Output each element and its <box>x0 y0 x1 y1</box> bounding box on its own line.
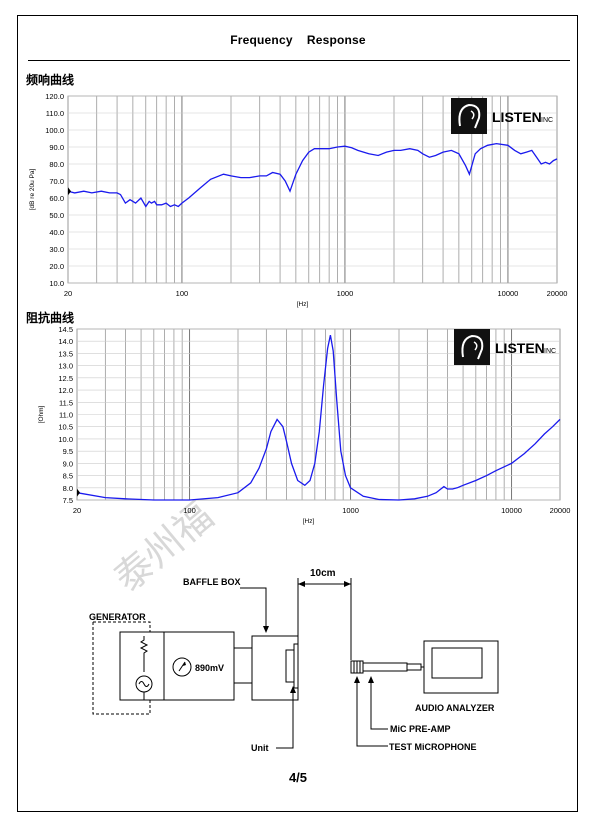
impedance-label: 阻抗曲线 <box>26 311 75 325</box>
freq-logo-suffix: INC <box>541 117 553 124</box>
freq-ytick-label: 60.0 <box>49 194 64 203</box>
freq-xtick-label: 20000 <box>547 289 568 298</box>
freq-series-line <box>67 142 558 208</box>
freq-response-label: 频响曲线 <box>26 73 75 87</box>
page-number: 4/5 <box>288 770 308 785</box>
freq-xtick-label: 1000 <box>337 289 354 298</box>
title-divider <box>28 60 570 61</box>
freq-ytick-label: 120.0 <box>45 92 64 101</box>
freq-xtick-label: 100 <box>176 289 189 298</box>
freq-logo-brand: LISTEN <box>492 109 542 125</box>
freq-ytick-label: 110.0 <box>46 109 64 118</box>
freq-ytick-label: 30.0 <box>49 245 64 254</box>
freq-ytick-label: 50.0 <box>49 211 64 220</box>
document-title: Frequency Response <box>230 33 366 47</box>
freq-x-axis-label: [Hz] <box>297 301 309 308</box>
freq-y-axis-label: [dB re 20u Pa] <box>29 169 36 211</box>
freq-ytick-label: 90.0 <box>49 143 64 152</box>
freq-ytick-label: 70.0 <box>49 177 64 186</box>
page-border <box>17 15 578 812</box>
freq-xtick-label: 20 <box>64 289 72 298</box>
freq-ytick-label: 80.0 <box>49 160 64 169</box>
freq-start-marker <box>68 187 71 196</box>
freq-ytick-label: 100.0 <box>45 126 64 135</box>
freq-xtick-label: 10000 <box>498 289 519 298</box>
freq-ytick-label: 10.0 <box>49 279 64 288</box>
freq-logo-head-icon <box>458 103 481 129</box>
freq-logo-mark <box>451 98 487 134</box>
freq-ytick-label: 40.0 <box>49 228 64 237</box>
freq-logo-ear-icon <box>470 110 475 120</box>
freq-ytick-label: 20.0 <box>49 262 64 271</box>
